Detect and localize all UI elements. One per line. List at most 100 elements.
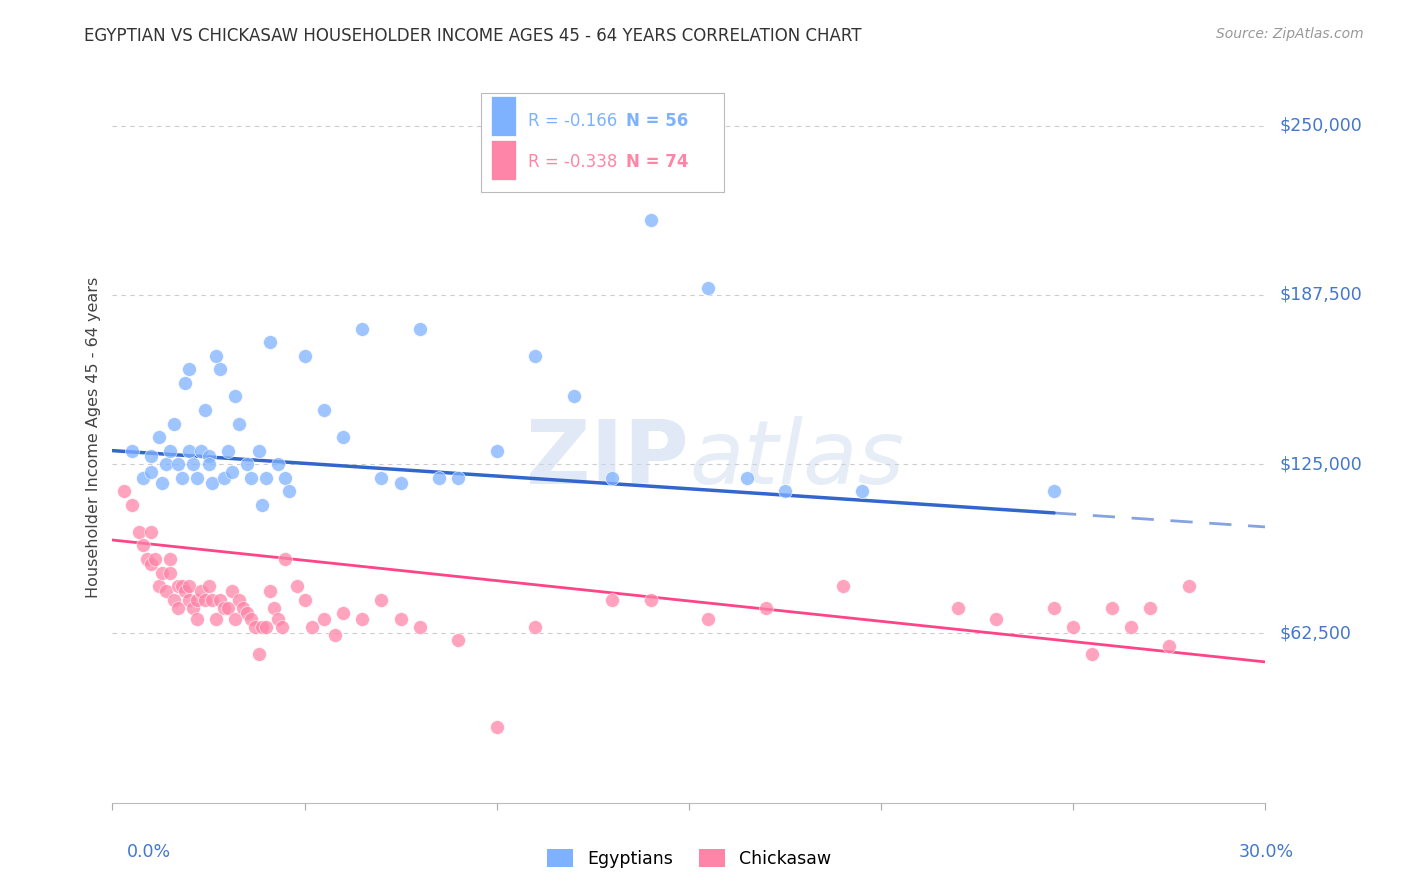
- Text: $125,000: $125,000: [1279, 455, 1362, 473]
- Point: [259, 335, 281, 350]
- Point: [600, 471, 623, 485]
- Point: [209, 592, 232, 607]
- Text: N = 56: N = 56: [626, 112, 688, 130]
- Point: [197, 579, 219, 593]
- Point: [181, 457, 204, 471]
- Point: [166, 579, 188, 593]
- Point: [197, 449, 219, 463]
- Point: [224, 389, 246, 403]
- Point: [485, 720, 508, 734]
- Point: [139, 449, 162, 463]
- Text: $62,500: $62,500: [1279, 624, 1351, 642]
- Point: [562, 389, 585, 403]
- Point: [197, 457, 219, 471]
- Point: [132, 471, 155, 485]
- Point: [524, 620, 547, 634]
- Point: [332, 430, 354, 444]
- Point: [285, 579, 308, 593]
- Text: 0.0%: 0.0%: [127, 843, 170, 861]
- Point: [267, 611, 290, 625]
- Point: [205, 349, 228, 363]
- Point: [179, 579, 201, 593]
- Point: [831, 579, 853, 593]
- Point: [243, 620, 266, 634]
- Point: [986, 611, 1008, 625]
- Point: [312, 403, 335, 417]
- Point: [190, 584, 212, 599]
- Point: [194, 592, 217, 607]
- Point: [212, 600, 235, 615]
- Point: [946, 600, 969, 615]
- Point: [205, 611, 228, 625]
- Point: [325, 628, 347, 642]
- Point: [735, 471, 758, 485]
- Point: [159, 443, 181, 458]
- Point: [755, 600, 778, 615]
- Point: [409, 620, 432, 634]
- Text: $187,500: $187,500: [1279, 285, 1362, 304]
- Point: [263, 600, 285, 615]
- Point: [254, 471, 277, 485]
- Point: [1062, 620, 1084, 634]
- Point: [370, 592, 392, 607]
- Point: [1177, 579, 1199, 593]
- Point: [201, 592, 224, 607]
- Point: [389, 476, 412, 491]
- Point: [159, 566, 181, 580]
- Point: [370, 471, 392, 485]
- Point: [640, 213, 662, 227]
- Point: [112, 484, 135, 499]
- Point: [236, 457, 259, 471]
- Point: [697, 611, 720, 625]
- Text: ZIP: ZIP: [526, 416, 689, 502]
- Point: [1119, 620, 1142, 634]
- Point: [247, 647, 270, 661]
- Point: [267, 457, 290, 471]
- Point: [217, 600, 239, 615]
- Point: [159, 552, 181, 566]
- Point: [270, 620, 292, 634]
- Point: [190, 443, 212, 458]
- FancyBboxPatch shape: [491, 140, 516, 180]
- Point: [332, 606, 354, 620]
- Point: [389, 611, 412, 625]
- Point: [773, 484, 796, 499]
- Point: [274, 471, 297, 485]
- Point: [352, 322, 374, 336]
- FancyBboxPatch shape: [491, 95, 516, 136]
- Point: [259, 584, 281, 599]
- Point: [447, 633, 470, 648]
- Point: [179, 362, 201, 376]
- Point: [212, 471, 235, 485]
- Point: [851, 484, 873, 499]
- Point: [143, 552, 166, 566]
- Point: [179, 443, 201, 458]
- Text: R = -0.338: R = -0.338: [527, 153, 617, 171]
- Point: [121, 498, 143, 512]
- Text: Source: ZipAtlas.com: Source: ZipAtlas.com: [1216, 27, 1364, 41]
- Text: atlas: atlas: [689, 416, 904, 502]
- Point: [148, 430, 170, 444]
- Point: [252, 620, 274, 634]
- Point: [239, 471, 262, 485]
- Point: [186, 611, 208, 625]
- Point: [152, 566, 174, 580]
- Point: [294, 592, 316, 607]
- Point: [221, 584, 243, 599]
- Point: [485, 443, 508, 458]
- Point: [352, 611, 374, 625]
- Point: [155, 584, 177, 599]
- Point: [179, 592, 201, 607]
- Point: [128, 524, 150, 539]
- Point: [228, 592, 250, 607]
- Point: [278, 484, 301, 499]
- Point: [447, 471, 470, 485]
- Point: [136, 552, 159, 566]
- Point: [294, 349, 316, 363]
- Point: [132, 538, 155, 552]
- Point: [236, 606, 259, 620]
- Point: [170, 471, 193, 485]
- Point: [174, 584, 197, 599]
- Text: N = 74: N = 74: [626, 153, 688, 171]
- Point: [252, 498, 274, 512]
